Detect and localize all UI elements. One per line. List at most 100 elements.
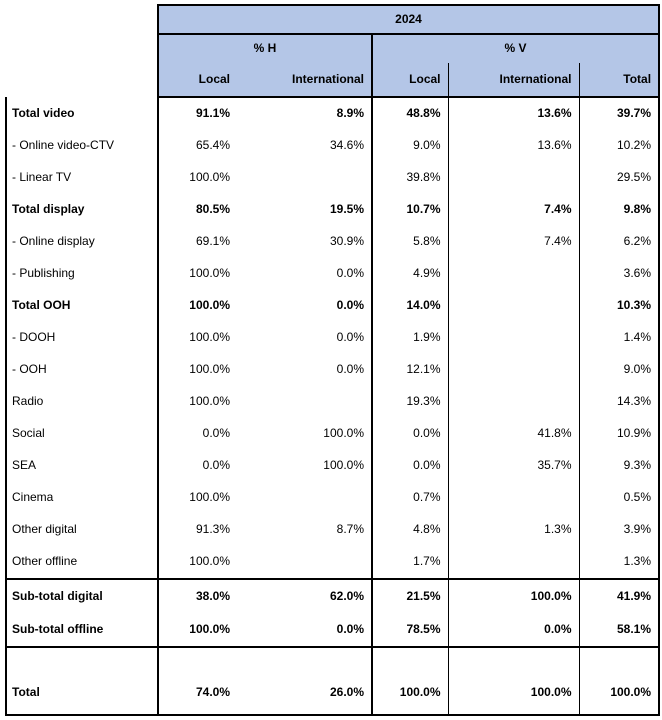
value-cell: 78.5%: [371, 613, 448, 648]
column-header-local-v: Local: [371, 63, 448, 98]
value-cell: 0.0%: [336, 298, 364, 313]
value-cell: 100.0%: [447, 578, 579, 613]
value-cell: 21.5%: [371, 578, 448, 613]
value-cell: 100.0%: [189, 330, 230, 345]
value-cell: 62.0%: [237, 578, 372, 613]
value-cell: 0.0%: [202, 426, 230, 441]
value-cell: 0.0%: [371, 418, 448, 450]
value-cell: 100.0%: [189, 362, 230, 377]
value-cell: 100.0%: [189, 554, 230, 569]
value-cell: 6.2%: [578, 226, 661, 258]
row-label: Total video: [5, 97, 159, 130]
value-cell: [237, 386, 372, 418]
table-row: Total 74.0% 26.0% 100.0% 100.0% 100.0%: [5, 671, 661, 716]
value-cell: [237, 482, 372, 514]
value-cell: 14.3%: [578, 386, 661, 418]
row-label: Other offline: [5, 546, 159, 579]
row-label: Social: [5, 418, 159, 450]
value-cell: [237, 647, 372, 671]
value-cell: 3.9%: [578, 514, 661, 546]
table-row: SEA 0.0% 100.0% 0.0% 35.7% 9.3%: [5, 450, 661, 482]
value-cell: [447, 647, 579, 671]
value-cell: 0.0%: [237, 613, 372, 648]
value-cell: 100.0%: [323, 458, 364, 473]
value-cell: 9.3%: [578, 450, 661, 482]
value-cell: 48.8%: [371, 97, 448, 130]
row-label: SEA: [5, 450, 159, 482]
value-cell: 30.9%: [329, 234, 364, 249]
value-cell: [578, 647, 661, 671]
value-cell: 7.4%: [447, 194, 579, 226]
group-header-percent-h: % H: [157, 34, 372, 63]
row-label: Other digital: [5, 514, 159, 546]
year-header: 2024: [156, 4, 661, 35]
value-cell: 100.0%: [447, 671, 579, 716]
value-cell: 39.7%: [578, 97, 661, 130]
value-cell: 5.8%: [371, 226, 448, 258]
row-label: Sub-total offline: [5, 613, 159, 648]
table-body-subtotals: Sub-total digital 38.0% 62.0% 21.5% 100.0% 41…: [5, 578, 661, 648]
row-label: Total: [5, 671, 159, 716]
value-cell: 0.5%: [578, 482, 661, 514]
value-cell: 8.7%: [336, 522, 364, 537]
value-cell: 100.0%: [189, 266, 230, 281]
value-cell: 100.0%: [158, 613, 237, 648]
value-cell: 35.7%: [447, 450, 579, 482]
value-cell: 29.5%: [578, 162, 661, 194]
row-label: - Linear TV: [5, 162, 159, 194]
value-cell: 0.0%: [371, 450, 448, 482]
row-label: - Online display: [5, 226, 159, 258]
value-cell: [447, 386, 579, 418]
table-row: Other digital 91.3% 8.7% 4.8% 1.3% 3.9%: [5, 514, 661, 546]
group-header-percent-v: % V: [370, 34, 661, 63]
column-header-international-v: International: [447, 63, 579, 98]
value-cell: [371, 647, 448, 671]
value-cell: 38.0%: [158, 578, 237, 613]
value-cell: [447, 546, 579, 579]
table-row: Other offline 100.0% 1.7% 1.3%: [5, 546, 661, 579]
value-cell: [158, 647, 237, 671]
value-cell: 10.9%: [578, 418, 661, 450]
value-cell: 4.9%: [371, 258, 448, 290]
empty-corner-cell: [6, 5, 158, 34]
value-cell: 41.9%: [578, 578, 661, 613]
value-cell: 100.0%: [323, 426, 364, 441]
value-cell: [447, 290, 579, 322]
table-row: - DOOH 100.0% 0.0% 1.9% 1.4%: [5, 322, 661, 354]
table-row: Sub-total offline 100.0% 0.0% 78.5% 0.0% 58.1…: [5, 613, 661, 648]
value-cell: 14.0%: [371, 290, 448, 322]
value-cell: 69.1%: [195, 234, 230, 249]
row-label: Total display: [5, 194, 159, 226]
table-row: Cinema 100.0% 0.7% 0.5%: [5, 482, 661, 514]
value-cell: [447, 322, 579, 354]
value-cell: 100.0%: [189, 170, 230, 185]
value-cell: [237, 162, 372, 194]
table-row: [5, 647, 661, 671]
table-row: Sub-total digital 38.0% 62.0% 21.5% 100.0% 41…: [5, 578, 661, 613]
value-cell: 41.8%: [447, 418, 579, 450]
value-cell: 100.0%: [189, 490, 230, 505]
value-cell: 58.1%: [578, 613, 661, 648]
value-cell: 1.3%: [578, 546, 661, 579]
table-row: Total video 91.1% 8.9% 48.8% 13.6% 39.7%: [5, 97, 661, 130]
value-cell: 1.4%: [578, 322, 661, 354]
row-label: Cinema: [5, 482, 159, 514]
value-cell: [447, 482, 579, 514]
value-cell: 39.8%: [371, 162, 448, 194]
value-cell: 100.0%: [371, 671, 448, 716]
value-cell: 91.1%: [195, 106, 230, 121]
table-row: - Online display 69.1% 30.9% 5.8% 7.4% 6.2%: [5, 226, 661, 258]
value-cell: 65.4%: [195, 138, 230, 153]
value-cell: 0.0%: [336, 266, 364, 281]
media-mix-2024-table: 2024 % H % V Local International Local I…: [5, 4, 661, 716]
column-header-local-h: Local: [157, 63, 237, 98]
value-cell: 19.3%: [371, 386, 448, 418]
value-cell: 100.0%: [189, 394, 230, 409]
value-cell: [447, 258, 579, 290]
value-cell: 100.0%: [578, 671, 661, 716]
value-cell: 80.5%: [195, 202, 230, 217]
value-cell: [447, 354, 579, 386]
row-label: [5, 647, 159, 671]
value-cell: 0.0%: [202, 458, 230, 473]
value-cell: 8.9%: [336, 106, 364, 121]
